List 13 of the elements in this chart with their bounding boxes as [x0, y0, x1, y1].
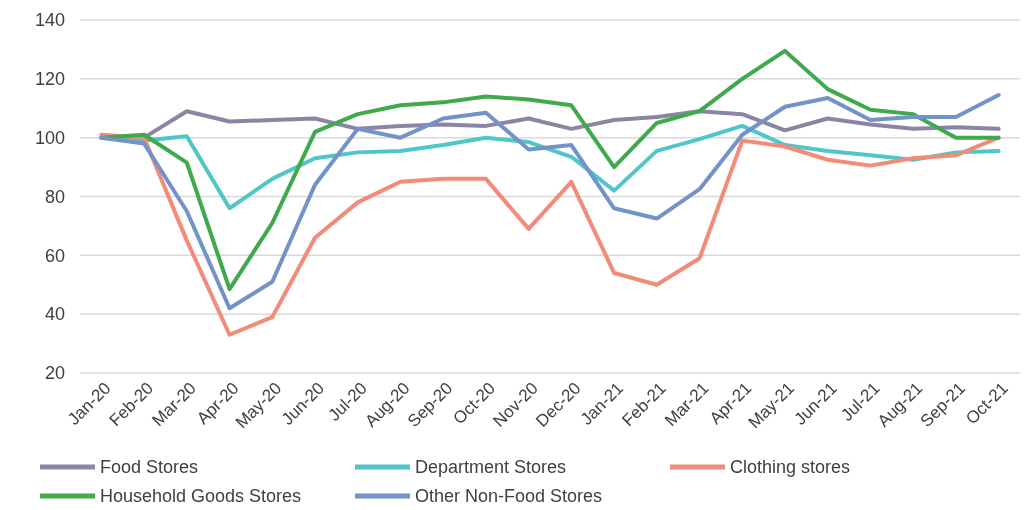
y-tick-label: 120: [34, 69, 65, 90]
y-tick-label: 100: [34, 127, 65, 148]
legend-label: Clothing stores: [730, 457, 851, 478]
legend-label: Other Non-Food Stores: [415, 486, 603, 507]
y-tick-label: 20: [44, 363, 65, 384]
legend-label: Household Goods Stores: [100, 486, 302, 507]
y-tick-label: 80: [44, 186, 65, 207]
y-tick-label: 140: [34, 10, 65, 31]
legend-label: Department Stores: [415, 457, 567, 478]
y-tick-label: 40: [44, 304, 65, 325]
y-tick-label: 60: [44, 245, 65, 266]
line-series: [99, 93, 1001, 311]
legend-label: Food Stores: [100, 457, 199, 478]
